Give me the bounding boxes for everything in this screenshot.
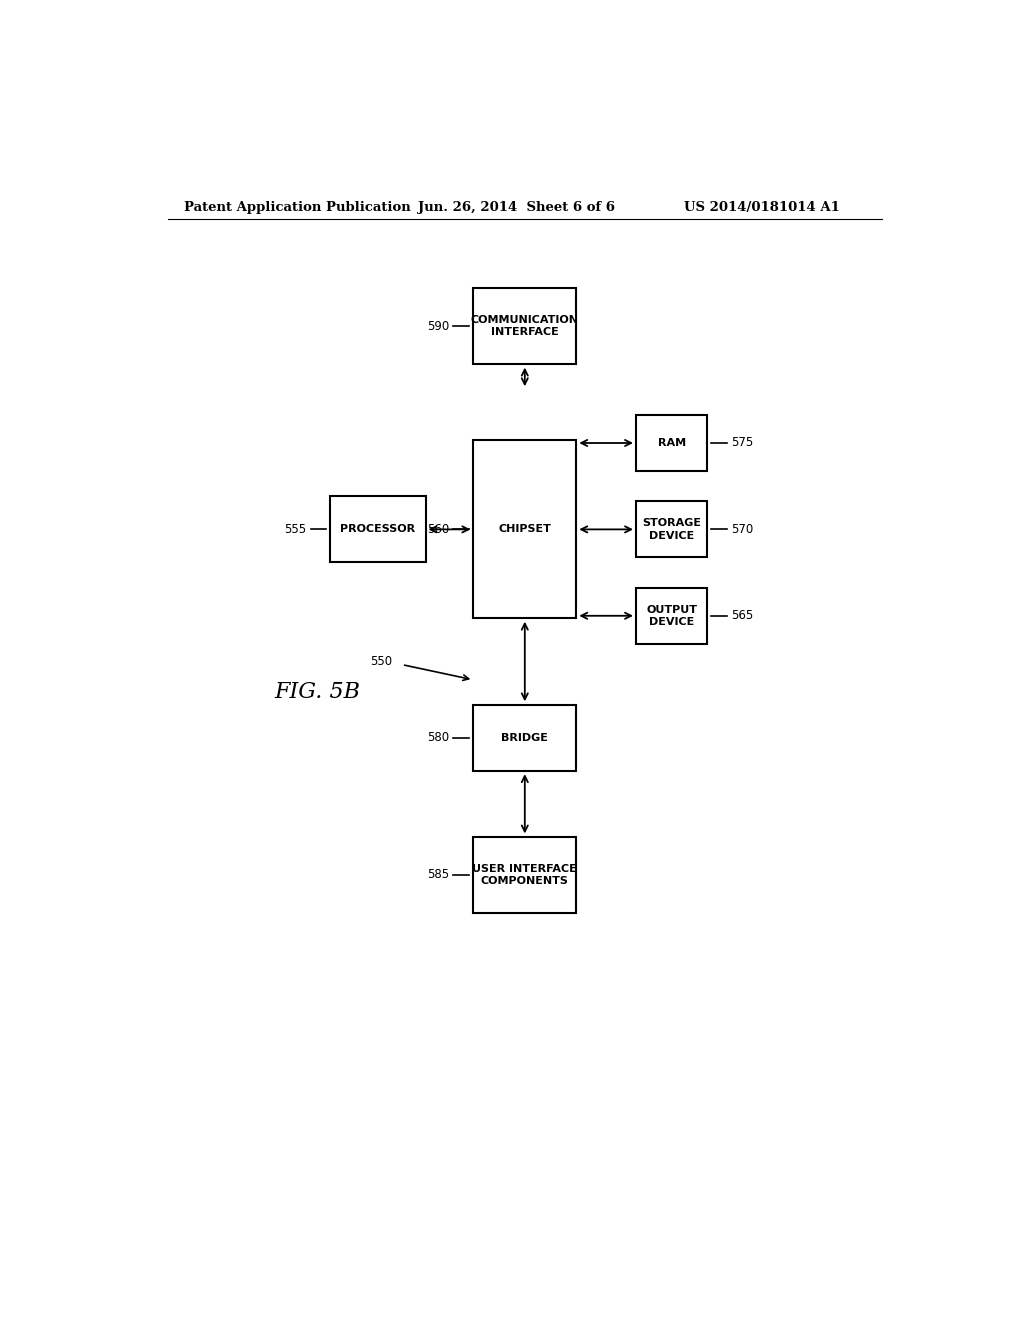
Text: Patent Application Publication: Patent Application Publication <box>183 201 411 214</box>
Text: Jun. 26, 2014  Sheet 6 of 6: Jun. 26, 2014 Sheet 6 of 6 <box>418 201 614 214</box>
Bar <box>636 502 708 557</box>
Text: OUTPUT
DEVICE: OUTPUT DEVICE <box>646 605 697 627</box>
Text: 550: 550 <box>370 655 392 668</box>
Text: USER INTERFACE
COMPONENTS: USER INTERFACE COMPONENTS <box>472 863 578 886</box>
Bar <box>473 837 577 913</box>
Bar <box>473 705 577 771</box>
Text: CHIPSET: CHIPSET <box>499 524 551 535</box>
Bar <box>636 414 708 471</box>
Bar <box>636 587 708 644</box>
Text: 585: 585 <box>427 869 450 882</box>
Text: COMMUNICATION
INTERFACE: COMMUNICATION INTERFACE <box>471 315 579 338</box>
Text: 560: 560 <box>427 523 450 536</box>
Text: 580: 580 <box>427 731 450 744</box>
Text: US 2014/0181014 A1: US 2014/0181014 A1 <box>684 201 840 214</box>
Text: 565: 565 <box>731 610 754 622</box>
Text: FIG. 5B: FIG. 5B <box>274 681 360 704</box>
Text: 575: 575 <box>731 437 754 450</box>
Text: BRIDGE: BRIDGE <box>502 733 548 743</box>
Text: 590: 590 <box>427 319 450 333</box>
Text: RAM: RAM <box>657 438 686 447</box>
Text: 570: 570 <box>731 523 754 536</box>
Bar <box>331 496 426 562</box>
Bar <box>473 288 577 364</box>
Text: 555: 555 <box>285 523 306 536</box>
Text: STORAGE
DEVICE: STORAGE DEVICE <box>642 519 701 541</box>
Bar <box>473 441 577 618</box>
Text: PROCESSOR: PROCESSOR <box>340 524 416 535</box>
